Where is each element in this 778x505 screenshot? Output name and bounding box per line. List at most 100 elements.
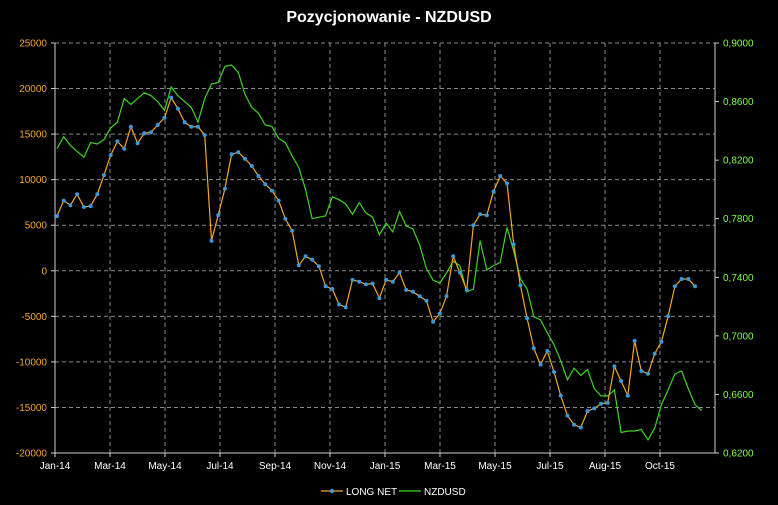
long-net-point xyxy=(68,203,73,208)
long-net-point xyxy=(632,338,637,343)
long-net-point xyxy=(256,174,261,178)
long-net-point xyxy=(585,409,590,414)
long-net-point xyxy=(350,277,355,282)
long-net-point xyxy=(122,146,127,151)
long-net-point xyxy=(686,277,691,281)
long-net-point xyxy=(108,153,113,158)
long-net-point xyxy=(457,270,462,275)
long-net-point xyxy=(303,254,308,259)
long-net-point xyxy=(202,133,207,137)
long-net-point xyxy=(390,279,395,284)
long-net-point xyxy=(464,287,469,292)
long-net-point xyxy=(538,362,543,367)
long-net-point xyxy=(511,242,516,247)
long-net-point xyxy=(323,284,328,289)
left-tick-label: 25000 xyxy=(19,39,47,50)
x-tick-label: Aug-15 xyxy=(589,461,622,472)
long-net-point xyxy=(128,124,133,129)
long-net-point xyxy=(518,283,523,288)
long-net-point xyxy=(81,205,86,209)
long-net-point xyxy=(545,349,550,353)
x-tick-label: Jan-14 xyxy=(40,461,71,472)
long-net-point xyxy=(424,298,429,303)
long-net-point xyxy=(612,364,617,369)
long-net-point xyxy=(672,284,677,289)
long-net-point xyxy=(75,192,80,197)
right-tick-label: 0,8600 xyxy=(723,97,754,108)
long-net-point xyxy=(397,270,402,275)
long-net-point xyxy=(592,406,597,411)
legend-long-net-label: LONG NET xyxy=(346,487,397,498)
long-net-point xyxy=(229,152,234,157)
legend-nzdusd-label: NZDUSD xyxy=(424,487,466,498)
long-net-point xyxy=(377,296,382,301)
long-net-point xyxy=(102,173,106,178)
long-net-point xyxy=(343,305,348,310)
long-net-point xyxy=(384,277,389,282)
left-tick-label: 10000 xyxy=(19,175,47,186)
long-net-point xyxy=(283,216,288,221)
long-net-point xyxy=(565,413,570,418)
left-tick-label: 20000 xyxy=(19,84,47,95)
chart-title: Pozycjonowanie - NZDUSD xyxy=(286,9,491,26)
long-net-point xyxy=(276,198,281,203)
legend-long-net-marker xyxy=(329,488,335,494)
long-net-point xyxy=(95,192,100,197)
x-tick-label: Jul-15 xyxy=(536,461,564,472)
left-tick-label: -15000 xyxy=(16,403,48,414)
long-net-point xyxy=(639,369,644,373)
x-tick-label: Mar-15 xyxy=(424,461,456,472)
long-net-point xyxy=(652,351,657,356)
x-axis-ticks: Jan-14 Mar-14 May-14 Jul-14 Sep-14 Nov-14 Jan-… xyxy=(40,453,675,472)
long-net-point xyxy=(249,164,254,168)
long-net-point xyxy=(437,311,442,316)
long-net-point xyxy=(243,156,247,161)
long-net-point xyxy=(410,289,415,294)
left-tick-label: 15000 xyxy=(19,130,47,141)
series-line-long-net xyxy=(56,96,696,429)
legend: LONG NET NZDUSD xyxy=(321,487,466,498)
long-net-point xyxy=(216,213,221,218)
long-net-point xyxy=(149,130,153,135)
long-net-point xyxy=(605,400,610,405)
long-net-point xyxy=(404,287,409,292)
long-net-point xyxy=(484,213,489,218)
long-net-point xyxy=(525,316,530,321)
left-tick-label: 5000 xyxy=(25,221,48,232)
long-net-point xyxy=(693,284,697,289)
long-net-point xyxy=(666,314,671,319)
long-net-point xyxy=(679,277,684,281)
long-net-point xyxy=(189,124,194,129)
x-tick-label: Oct-15 xyxy=(645,461,675,472)
long-net-point xyxy=(491,189,496,194)
long-net-point xyxy=(646,371,650,376)
long-net-point xyxy=(431,319,436,324)
long-net-point xyxy=(599,401,603,406)
long-net-point xyxy=(619,379,624,383)
long-net-point xyxy=(531,346,536,351)
x-tick-label: May-15 xyxy=(478,461,512,472)
x-tick-label: Jan-15 xyxy=(370,461,401,472)
right-tick-label: 0,8200 xyxy=(723,156,754,167)
long-net-point xyxy=(88,204,93,209)
long-net-point xyxy=(196,124,200,129)
right-tick-label: 0,9000 xyxy=(723,39,754,50)
long-net-point xyxy=(296,263,301,268)
long-net-point xyxy=(115,139,120,144)
series-line-nzdusd xyxy=(56,64,703,441)
long-net-point xyxy=(659,339,664,344)
long-net-point xyxy=(363,282,368,287)
long-net-point xyxy=(337,302,342,307)
long-net-point xyxy=(357,279,362,284)
long-net-point xyxy=(444,294,449,299)
long-net-point xyxy=(236,150,241,155)
long-net-point xyxy=(142,131,147,136)
long-net-point xyxy=(182,120,187,125)
right-tick-label: 0,6200 xyxy=(723,449,754,460)
right-tick-label: 0,7400 xyxy=(723,273,754,284)
long-net-point xyxy=(478,212,483,217)
left-tick-label: 0 xyxy=(41,266,47,277)
long-net-point xyxy=(263,182,268,187)
left-tick-label: -10000 xyxy=(16,357,48,368)
